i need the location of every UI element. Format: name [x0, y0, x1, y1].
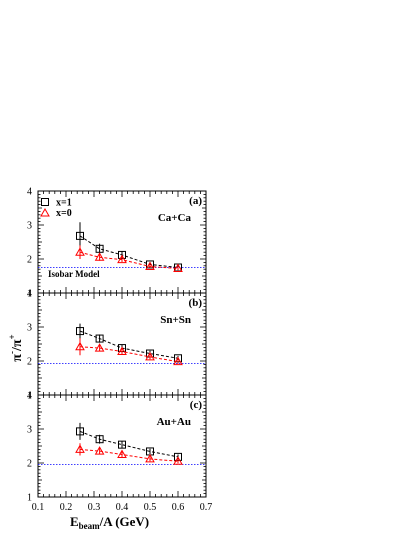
data-point-triangle	[117, 449, 127, 458]
y-tick-label-b: 4	[27, 289, 32, 300]
data-point-square	[95, 435, 104, 444]
series-x0-a	[75, 245, 183, 273]
x-tick-label: 0.7	[200, 502, 213, 513]
panel-system-c: Au+Au	[157, 416, 191, 428]
panel-frame-b	[37, 292, 207, 396]
y-tick-label-b: 2	[27, 357, 32, 368]
series-x1-a	[76, 222, 182, 272]
x-axis-title: Ebeam/A (GeV)	[70, 514, 149, 531]
series-curve-x0-a	[79, 251, 179, 270]
legend-label-x1: x=1	[56, 198, 72, 209]
series-curve-x1-a	[79, 235, 179, 268]
series-x0-c	[75, 443, 183, 465]
data-point-triangle	[117, 254, 127, 264]
panel-tag-b: (b)	[189, 297, 203, 309]
data-point-triangle	[145, 453, 155, 463]
panel-c: 1 2 3 4 (c) Au+Au	[27, 391, 207, 504]
y-tick-label-a: 2	[27, 255, 32, 266]
data-point-triangle	[173, 356, 183, 366]
data-point-triangle	[94, 252, 105, 261]
panel-a: 1 2 3 4 (a) Ca+Ca	[27, 187, 207, 300]
x-tick-label: 0.3	[88, 502, 101, 513]
series-x1-c	[76, 422, 182, 461]
series-x1-b	[76, 323, 182, 363]
y-axis-title-b: π	[10, 339, 25, 347]
data-point-triangle	[94, 446, 105, 455]
data-point-triangle	[94, 343, 105, 352]
y-tick-label-a: 1	[27, 289, 32, 300]
x-axis-title-sub: beam	[79, 521, 101, 531]
data-point-triangle	[145, 261, 155, 270]
data-point-triangle	[75, 341, 85, 351]
y-tick-label-a: 3	[27, 221, 32, 232]
data-point-square	[118, 440, 126, 449]
data-point-triangle	[75, 247, 85, 256]
y-tick-label-c: 4	[27, 391, 32, 402]
panel-b: 1 2 3 4 (b) Sn+Sn	[27, 289, 207, 402]
y-tick-label-c: 2	[27, 459, 32, 470]
panel-system-a: Ca+Ca	[158, 212, 192, 224]
y-tick-label-c: 1	[27, 493, 32, 504]
data-point-square	[76, 231, 84, 240]
y-tick-label-b: 1	[27, 391, 32, 402]
data-point-triangle	[145, 351, 155, 361]
y-tick-label-c: 3	[27, 425, 32, 436]
y-tick-label-a: 4	[27, 187, 32, 198]
data-point-square	[95, 334, 104, 343]
panel-tag-c: (c)	[190, 399, 203, 411]
data-point-square	[76, 427, 84, 436]
series-curve-x0-c	[79, 448, 179, 462]
y-tick-label-b: 3	[27, 323, 32, 334]
panel-tag-a: (a)	[189, 195, 202, 207]
x-tick-label: 0.5	[144, 502, 157, 513]
data-point-square	[76, 327, 84, 336]
data-point-triangle	[173, 456, 183, 465]
data-point-triangle	[117, 346, 127, 355]
data-point-triangle	[173, 263, 183, 273]
data-point-triangle	[75, 444, 85, 453]
y-axis-title-b-sup: +	[7, 334, 17, 339]
isobar-model-label: Isobar Model	[48, 269, 100, 279]
legend-marker-x0	[40, 207, 50, 217]
x-tick-label: 0.4	[116, 502, 129, 513]
y-axis-title-a: π	[10, 354, 25, 362]
series-curve-x1-b	[79, 330, 179, 359]
x-tick-label: 0.6	[172, 502, 185, 513]
legend: x=1 x=0	[40, 198, 72, 219]
panel-system-b: Sn+Sn	[160, 314, 191, 326]
legend-marker-x1	[41, 198, 49, 206]
series-x0-b	[75, 338, 183, 366]
x-tick-label: 0.2	[60, 502, 73, 513]
legend-label-x0: x=0	[56, 208, 72, 219]
x-tick-label: 0.1	[32, 502, 45, 513]
series-curve-x1-c	[79, 430, 179, 458]
x-axis-title-main: E	[70, 514, 79, 529]
y-axis-title: π-/π+	[7, 334, 25, 361]
y-axis-title-a-sup: -	[7, 351, 17, 354]
y-axis-title-slash: /	[10, 346, 25, 352]
x-axis-title-rest: /A (GeV)	[99, 514, 149, 529]
x-tick-labels: 0.1 0.2 0.3 0.4 0.5 0.6 0.7	[32, 502, 213, 513]
